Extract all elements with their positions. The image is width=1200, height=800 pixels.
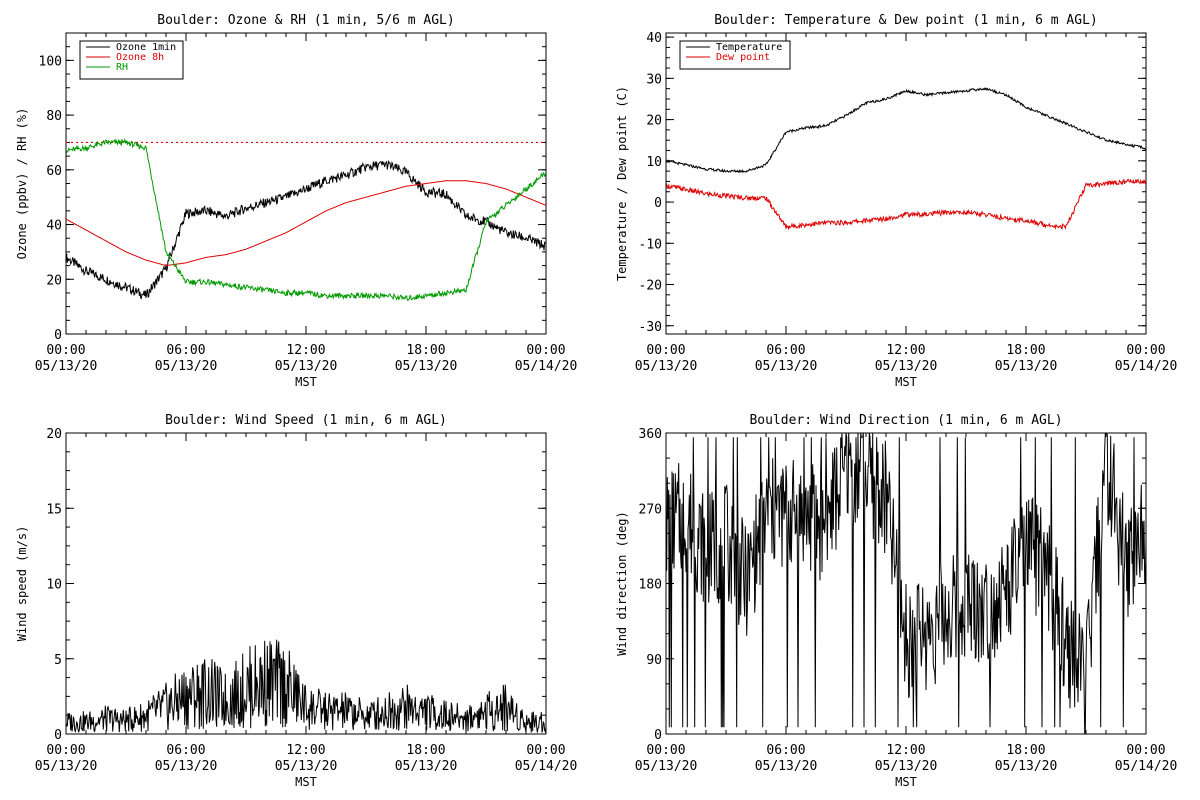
x-tick-label-date: 05/13/20: [395, 759, 458, 774]
series-line-dew-point: [666, 177, 1146, 231]
y-axis-label: Wind speed (m/s): [15, 526, 29, 642]
series-line: [666, 433, 1146, 734]
x-tick-label-date: 05/13/20: [635, 759, 698, 774]
x-axis-label: MST: [295, 375, 317, 389]
y-tick-label: 0: [654, 728, 662, 743]
x-tick-label-time: 00:00: [646, 343, 685, 358]
y-tick-label: 60: [46, 164, 62, 179]
legend-label: Temperature: [716, 42, 782, 53]
x-tick-label-date: 05/13/20: [35, 759, 98, 774]
y-tick-label: -10: [639, 237, 662, 252]
x-tick-label-time: 06:00: [766, 343, 805, 358]
y-tick-label: 0: [54, 728, 62, 743]
x-tick-label-date: 05/13/20: [155, 359, 218, 374]
y-tick-label: 10: [646, 155, 662, 170]
series-line: [66, 639, 546, 734]
y-tick-label: 40: [646, 31, 662, 46]
x-tick-label-date: 05/13/20: [395, 359, 458, 374]
x-tick-label-date: 05/13/20: [875, 359, 938, 374]
x-tick-label-time: 12:00: [286, 743, 325, 758]
x-tick-label-time: 00:00: [526, 343, 565, 358]
series-line-ozone-1min: [66, 159, 546, 300]
x-tick-label-time: 12:00: [286, 343, 325, 358]
x-tick-label-time: 12:00: [886, 743, 925, 758]
x-tick-label-time: 00:00: [526, 743, 565, 758]
x-tick-label-date: 05/13/20: [35, 359, 98, 374]
y-tick-label: 180: [639, 578, 662, 593]
y-tick-label: 270: [639, 502, 662, 517]
x-tick-label-time: 12:00: [886, 343, 925, 358]
y-tick-label: 90: [646, 653, 662, 668]
y-tick-label: 30: [646, 72, 662, 87]
x-tick-label-date: 05/14/20: [1115, 359, 1178, 374]
x-tick-label-date: 05/13/20: [275, 759, 338, 774]
legend-label: Ozone 1min: [116, 42, 176, 53]
x-tick-label-time: 06:00: [166, 343, 205, 358]
y-tick-label: 5: [54, 653, 62, 668]
chart-panel-4: Boulder: Wind Direction (1 min, 6 m AGL)…: [615, 413, 1177, 789]
chart-panel-2: Boulder: Temperature & Dew point (1 min,…: [615, 13, 1177, 389]
x-tick-label-time: 00:00: [1126, 743, 1165, 758]
y-tick-label: 20: [646, 114, 662, 129]
x-tick-label-time: 18:00: [406, 343, 445, 358]
y-axis-label: Ozone (ppbv) / RH (%): [15, 108, 29, 260]
x-tick-label-date: 05/13/20: [275, 359, 338, 374]
series-line-rh: [66, 138, 546, 301]
x-tick-label-time: 18:00: [1006, 343, 1045, 358]
x-tick-label-time: 18:00: [406, 743, 445, 758]
y-tick-label: 15: [46, 502, 62, 517]
x-tick-label-date: 05/14/20: [1115, 759, 1178, 774]
chart-panel-3: Boulder: Wind Speed (1 min, 6 m AGL) 0 5 10…: [15, 413, 577, 789]
y-tick-label: -30: [639, 320, 662, 335]
y-tick-label: 10: [46, 578, 62, 593]
y-tick-label: 80: [46, 109, 62, 124]
x-tick-label-date: 05/13/20: [155, 759, 218, 774]
y-tick-label: 100: [39, 54, 62, 69]
legend-label: RH: [116, 62, 128, 73]
x-tick-label-date: 05/13/20: [995, 359, 1058, 374]
x-axis-label: MST: [895, 375, 917, 389]
x-tick-label-time: 00:00: [46, 743, 85, 758]
y-tick-label: -20: [639, 279, 662, 294]
chart-title: Boulder: Temperature & Dew point (1 min,…: [714, 13, 1098, 28]
y-tick-label: 20: [46, 273, 62, 288]
y-tick-label: 20: [46, 427, 62, 442]
x-axis-label: MST: [895, 775, 917, 789]
y-tick-label: 360: [639, 427, 662, 442]
x-tick-label-date: 05/14/20: [515, 759, 578, 774]
x-tick-label-date: 05/13/20: [755, 759, 818, 774]
x-tick-label-date: 05/13/20: [755, 359, 818, 374]
x-tick-label-date: 05/13/20: [995, 759, 1058, 774]
y-tick-label: 40: [46, 219, 62, 234]
plot-frame: [65, 432, 547, 735]
legend-box: [679, 40, 791, 70]
x-tick-label-date: 05/13/20: [875, 759, 938, 774]
x-tick-label-time: 00:00: [46, 343, 85, 358]
x-tick-label-date: 05/14/20: [515, 359, 578, 374]
chart-panel-1: Boulder: Ozone & RH (1 min, 5/6 m AGL) 0 2…: [15, 13, 577, 389]
chart-title: Boulder: Wind Speed (1 min, 6 m AGL): [165, 413, 447, 428]
y-tick-label: 0: [654, 196, 662, 211]
y-axis-label: Wind direction (deg): [615, 511, 629, 656]
x-axis-label: MST: [295, 775, 317, 789]
chart-title: Boulder: Ozone & RH (1 min, 5/6 m AGL): [157, 13, 454, 28]
x-tick-label-time: 00:00: [646, 743, 685, 758]
x-tick-label-time: 18:00: [1006, 743, 1045, 758]
x-tick-label-date: 05/13/20: [635, 359, 698, 374]
series-line-ozone-8h: [66, 180, 546, 267]
y-tick-label: 0: [54, 328, 62, 343]
legend-label: Dew point: [716, 52, 770, 63]
chart-title: Boulder: Wind Direction (1 min, 6 m AGL): [749, 413, 1062, 428]
x-tick-label-time: 00:00: [1126, 343, 1165, 358]
plot-frame: [665, 32, 1147, 335]
legend-label: Ozone 8h: [116, 52, 164, 63]
y-axis-label: Temperature / Dew point (C): [615, 86, 629, 281]
series-line-temperature: [666, 87, 1146, 174]
x-tick-label-time: 06:00: [766, 743, 805, 758]
x-tick-label-time: 06:00: [166, 743, 205, 758]
